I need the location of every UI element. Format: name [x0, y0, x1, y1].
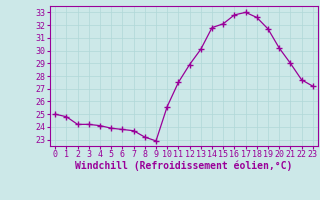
X-axis label: Windchill (Refroidissement éolien,°C): Windchill (Refroidissement éolien,°C): [75, 161, 293, 171]
